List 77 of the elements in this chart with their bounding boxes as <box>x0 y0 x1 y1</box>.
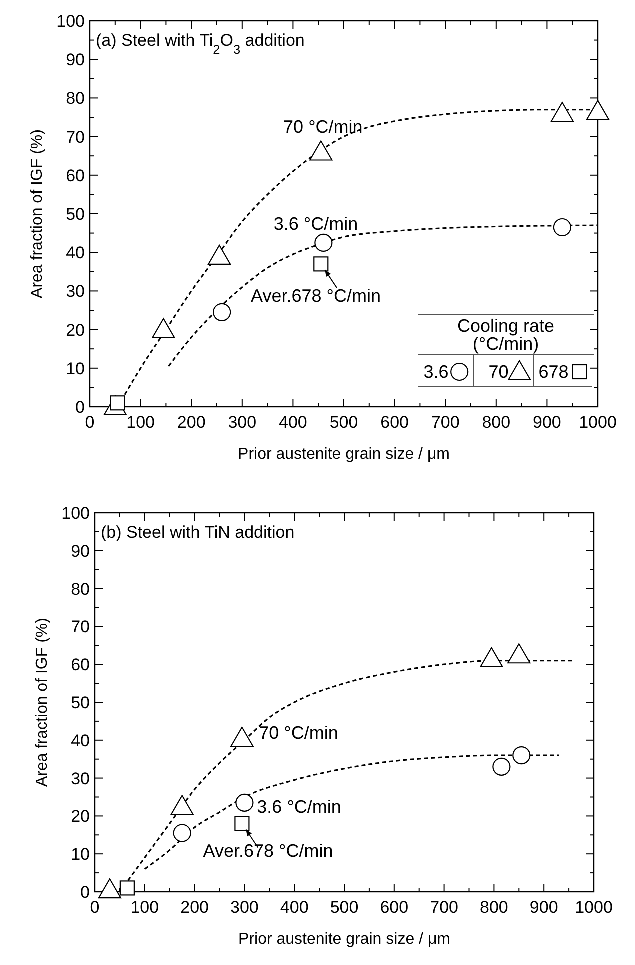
x-tick-label: 700 <box>430 898 458 917</box>
y-tick-label: 60 <box>71 656 90 675</box>
y-tick-label: 40 <box>71 731 90 750</box>
y-tick-label: 50 <box>66 205 85 224</box>
x-tick-label: 600 <box>380 413 409 432</box>
point <box>314 234 333 252</box>
point <box>173 824 192 842</box>
point <box>236 794 254 812</box>
x-tick-label: 500 <box>330 413 358 432</box>
y-tick-label: 50 <box>71 694 90 712</box>
point <box>512 746 531 765</box>
x-tick-label: 900 <box>533 413 562 432</box>
annotation: 3.6 °C/min <box>274 214 358 234</box>
annotation: 70 °C/min <box>284 116 363 137</box>
y-tick-label: 90 <box>66 50 85 70</box>
x-tick-label: 200 <box>180 898 209 917</box>
x-tick-label: 800 <box>482 413 511 432</box>
text: (a) Steel with Ti$_{2}$O$_{3}$ addition <box>96 31 305 56</box>
x-tick-label: 100 <box>126 413 155 432</box>
y-tick-label: 10 <box>71 845 90 864</box>
y-tick-label: 80 <box>66 89 85 108</box>
annotation: 70 °C/min <box>259 722 338 743</box>
x-tick-label: 400 <box>280 898 309 917</box>
y-tick-label: 30 <box>71 769 90 788</box>
y-tick-label: 90 <box>71 542 90 561</box>
y-tick-label: 80 <box>71 580 90 599</box>
legend-title: Cooling rate (°C/min) <box>457 316 555 354</box>
y-tick-label: 40 <box>66 244 85 263</box>
point <box>170 795 194 816</box>
x-tick-label: 700 <box>431 413 460 432</box>
x-tick-label: 500 <box>330 898 359 917</box>
x-tick-label: 1000 <box>579 413 617 432</box>
y-tick-label: 70 <box>66 128 85 147</box>
point <box>213 303 232 322</box>
legend-label: 3.6 <box>424 362 449 382</box>
x-tick-label: 800 <box>480 898 508 917</box>
x-tick-label: 100 <box>130 898 160 917</box>
point <box>230 726 254 748</box>
x-axis-title: Prior austenite grain size / μm <box>238 931 450 948</box>
text: (b) Steel with TiN addition <box>101 523 295 542</box>
point <box>310 140 333 161</box>
point <box>152 318 176 338</box>
y-tick-label: 60 <box>66 166 85 186</box>
x-tick-label: 300 <box>228 413 257 432</box>
point <box>508 644 531 664</box>
x-tick-label: 400 <box>279 413 308 432</box>
x-tick-label: 900 <box>530 898 558 917</box>
y-tick-label: 20 <box>66 320 85 340</box>
y-tick-label: 0 <box>76 398 85 417</box>
y-tick-label: 100 <box>62 504 90 523</box>
x-tick-label: 600 <box>380 898 409 917</box>
annotation: Aver.678 °C/min <box>203 841 334 862</box>
y-tick-label: 20 <box>71 807 90 826</box>
y-tick-label: 30 <box>66 282 85 302</box>
x-tick-label: 200 <box>177 413 206 432</box>
y-tick-label: 100 <box>56 12 85 31</box>
point <box>208 244 232 266</box>
point <box>586 100 610 120</box>
point <box>234 816 250 832</box>
y-axis-title: Area fraction of IGF (%) <box>34 618 51 787</box>
annotation: Aver.678 °C/min <box>251 286 381 306</box>
legend-label: 70 <box>488 362 509 382</box>
point <box>314 256 329 272</box>
point <box>553 218 572 237</box>
x-axis-title: Prior austenite grain size / μm <box>238 446 450 463</box>
point <box>120 880 135 896</box>
y-tick-label: 0 <box>80 883 90 902</box>
x-tick-label: 300 <box>230 898 259 917</box>
y-tick-label: 10 <box>66 359 85 378</box>
legend-label: 678 <box>538 362 569 382</box>
annotation: 3.6 °C/min <box>257 797 342 818</box>
y-tick-label: 70 <box>71 618 90 637</box>
point <box>550 102 574 122</box>
y-axis-title: Area fraction of IGF (%) <box>29 130 46 298</box>
x-tick-label: 1000 <box>575 898 613 917</box>
point <box>492 758 511 776</box>
point <box>480 647 504 668</box>
